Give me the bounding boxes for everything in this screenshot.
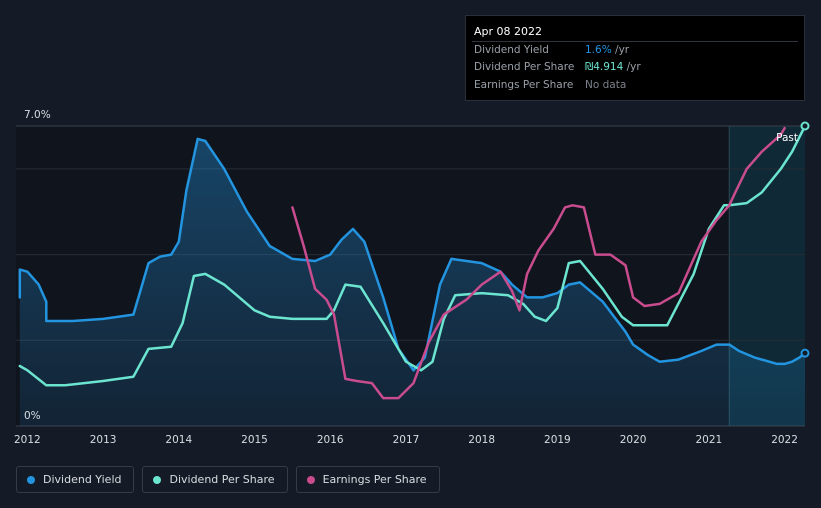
tooltip-number: ₪4.914 — [585, 61, 624, 73]
tooltip-value: ₪4.914 /yr — [585, 61, 641, 73]
x-tick-label: 2013 — [90, 434, 117, 446]
dividend-yield-end-marker — [800, 348, 810, 358]
legend-item-dividend-yield[interactable]: Dividend Yield — [16, 466, 135, 493]
tooltip-panel: Apr 08 2022 Dividend Yield 1.6% /yr Divi… — [465, 15, 805, 101]
tooltip-label: Earnings Per Share — [474, 79, 574, 91]
legend-label: Earnings Per Share — [322, 473, 427, 486]
tooltip-label: Dividend Per Share — [474, 61, 575, 73]
legend-item-earnings-per-share[interactable]: Earnings Per Share — [295, 466, 440, 493]
dividend-per-share-line — [18, 124, 807, 387]
tooltip-unit: /yr — [623, 61, 641, 73]
y-tick-label: 7.0% — [24, 109, 51, 121]
x-tick-label: 2019 — [544, 434, 571, 446]
x-tick-label: 2014 — [165, 434, 192, 446]
legend-dot-icon — [153, 475, 162, 484]
earnings-per-share-line — [291, 126, 786, 400]
legend-item-dividend-per-share[interactable]: Dividend Per Share — [142, 466, 288, 493]
tooltip-row-dividend-yield: Dividend Yield 1.6% /yr — [474, 44, 796, 58]
tooltip-label: Dividend Yield — [474, 44, 549, 56]
past-label: Past — [776, 132, 798, 144]
tooltip-value: No data — [585, 79, 626, 91]
legend-dot-icon — [306, 475, 315, 484]
legend-label: Dividend Per Share — [169, 473, 275, 486]
dividend-yield-area — [19, 138, 806, 426]
legend-dot-icon — [27, 475, 35, 484]
tooltip-row-earnings-per-share: Earnings Per Share No data — [474, 79, 796, 93]
tooltip-number: 1.6% — [585, 44, 612, 56]
x-tick-label: 2015 — [241, 434, 268, 446]
tooltip-number: No data — [585, 79, 627, 91]
x-tick-label: 2021 — [695, 434, 722, 446]
legend: Dividend Yield Dividend Per Share Earnin… — [16, 466, 440, 493]
x-tick-label: 2012 — [14, 434, 41, 446]
x-tick-label: 2022 — [771, 434, 798, 446]
dividend-yield-line — [18, 137, 807, 372]
tooltip-date: Apr 08 2022 — [474, 25, 543, 38]
y-tick-label: 0% — [24, 410, 41, 422]
dividend-per-share-end-marker — [800, 121, 810, 131]
tooltip-row-dividend-per-share: Dividend Per Share ₪4.914 /yr — [474, 61, 796, 75]
x-tick-label: 2018 — [468, 434, 495, 446]
tooltip-value: 1.6% /yr — [585, 44, 629, 56]
legend-label: Dividend Yield — [43, 473, 122, 486]
tooltip-divider — [472, 41, 798, 42]
x-tick-label: 2020 — [620, 434, 647, 446]
x-tick-label: 2016 — [317, 434, 344, 446]
tooltip-unit: /yr — [611, 44, 630, 56]
x-tick-label: 2017 — [393, 434, 420, 446]
